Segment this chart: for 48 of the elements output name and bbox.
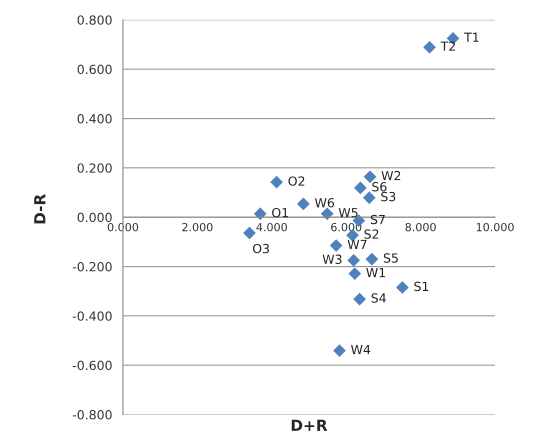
point [354,181,367,194]
y-tick-label: -0.200 [72,262,112,272]
point [423,40,436,54]
x-tick-label: 4.000 [256,222,287,232]
point [396,281,409,294]
y-tick-label: -0.600 [72,360,112,370]
point [297,198,310,210]
point [330,239,343,252]
annotation: S5 [384,253,398,263]
point [366,252,378,266]
annotation: W2 [382,170,400,180]
y-tick-label: 0.200 [78,163,112,173]
x-tick-label: 8.000 [405,222,436,232]
point [362,191,376,204]
point [353,292,366,306]
point [333,344,346,358]
point [364,170,376,184]
point [348,267,362,280]
annotation: S7 [370,214,385,224]
y-tick-label: 0.800 [78,15,112,25]
y-tick-label: 0.000 [78,212,112,222]
y-tick-label: -0.800 [72,410,112,420]
point [243,226,256,240]
point [270,176,283,189]
annotation: T2 [440,41,455,51]
y-axis-title: D-R [34,194,46,224]
annotation: S1 [414,282,428,292]
annotation: S6 [372,182,387,192]
annotation: W6 [314,198,334,208]
annotation: W4 [351,344,370,354]
annotation: S4 [372,293,386,303]
annotation: W1 [366,268,386,278]
x-tick-label: 10.000 [476,222,514,232]
annotation: S3 [381,192,396,202]
x-tick-label: 2.000 [182,222,213,232]
point [347,254,360,267]
y-tick-label: 0.600 [78,64,112,74]
x-axis-title: D+R [292,420,328,431]
annotation: O1 [272,208,288,218]
annotation: S2 [364,229,378,239]
y-tick-label: 0.400 [78,114,112,124]
annotation: W7 [348,240,367,250]
annotation: W3 [322,254,342,264]
annotation: W5 [338,208,358,218]
annotation: O3 [252,244,270,254]
y-tick-label: -0.400 [72,311,112,321]
annotation: O2 [288,176,304,186]
annotation: T1 [464,32,479,42]
